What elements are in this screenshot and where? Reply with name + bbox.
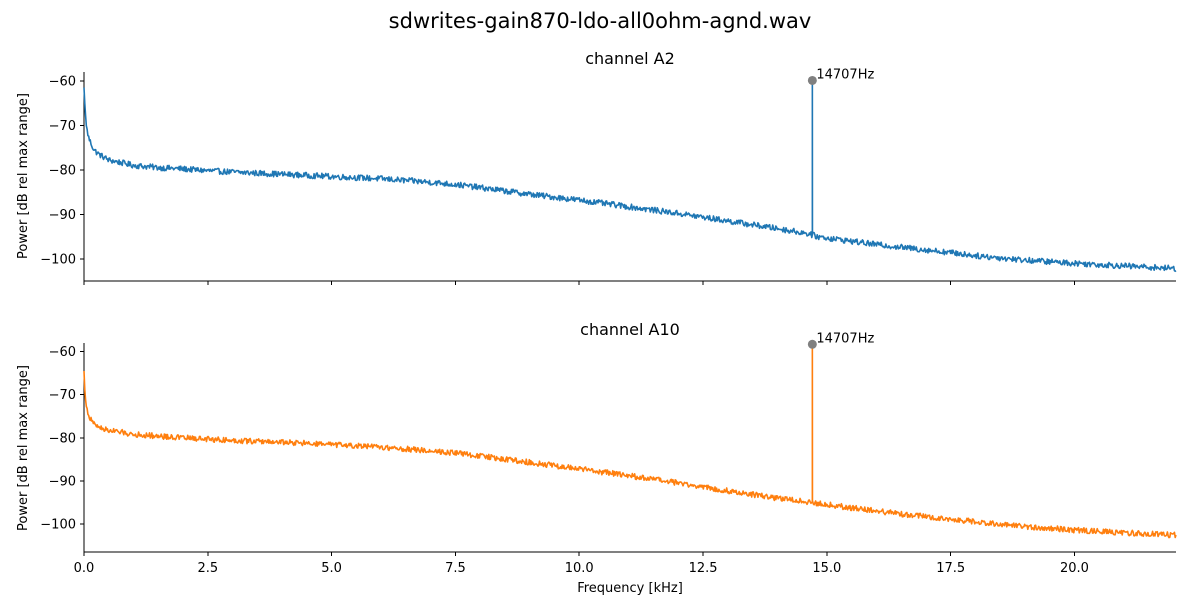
x-tick-label: 15.0 [812, 561, 841, 576]
x-tick-label: 0.0 [74, 561, 95, 576]
y-tick-label: −80 [49, 431, 76, 446]
x-tick-label: 10.0 [565, 561, 594, 576]
plot-area: −60 −70 −80 −90 −100 0.0 2.5 5.0 7.5 10.0 12.5 15.0… [40, 331, 1177, 576]
subplot-title: channel A2 [585, 49, 675, 68]
y-tick-label: −60 [49, 74, 76, 89]
series-line [83, 79, 1177, 273]
subplot-channel-a2: channel A2 Power [dB rel max range] −60−… [16, 49, 1177, 285]
x-tick-label: 5.0 [321, 561, 342, 576]
y-tick-label: −90 [49, 474, 76, 489]
x-tick-label: 17.5 [936, 561, 965, 576]
y-tick-label: −100 [40, 252, 76, 267]
series-line [83, 343, 1177, 539]
peak-marker [807, 339, 817, 349]
peak-marker [807, 75, 817, 85]
y-axis-label: Power [dB rel max range] [16, 365, 31, 531]
x-tick-label: 7.5 [445, 561, 466, 576]
x-axis-label: Frequency [kHz] [577, 581, 683, 596]
y-tick-label: −100 [40, 517, 76, 532]
y-tick-label: −70 [49, 388, 76, 403]
y-axis-label: Power [dB rel max range] [16, 93, 31, 259]
x-tick-label: 20.0 [1060, 561, 1089, 576]
peak-annotation: 14707Hz [816, 331, 874, 346]
y-tick-label: −90 [49, 208, 76, 223]
subplot-title: channel A10 [580, 320, 680, 339]
plot-area: −60 −70 −80 −90 −100 14707Hz [40, 67, 1177, 285]
figure-title: sdwrites-gain870-ldo-all0ohm-agnd.wav [389, 9, 812, 33]
peak-annotation: 14707Hz [816, 67, 874, 82]
x-tick-label: 12.5 [689, 561, 718, 576]
y-tick-label: −80 [49, 163, 76, 178]
y-tick-label: −60 [49, 345, 76, 360]
x-tick-label: 2.5 [197, 561, 218, 576]
subplot-channel-a10: channel A10 Power [dB rel max range] Fre… [16, 320, 1177, 596]
y-tick-label: −70 [49, 119, 76, 134]
